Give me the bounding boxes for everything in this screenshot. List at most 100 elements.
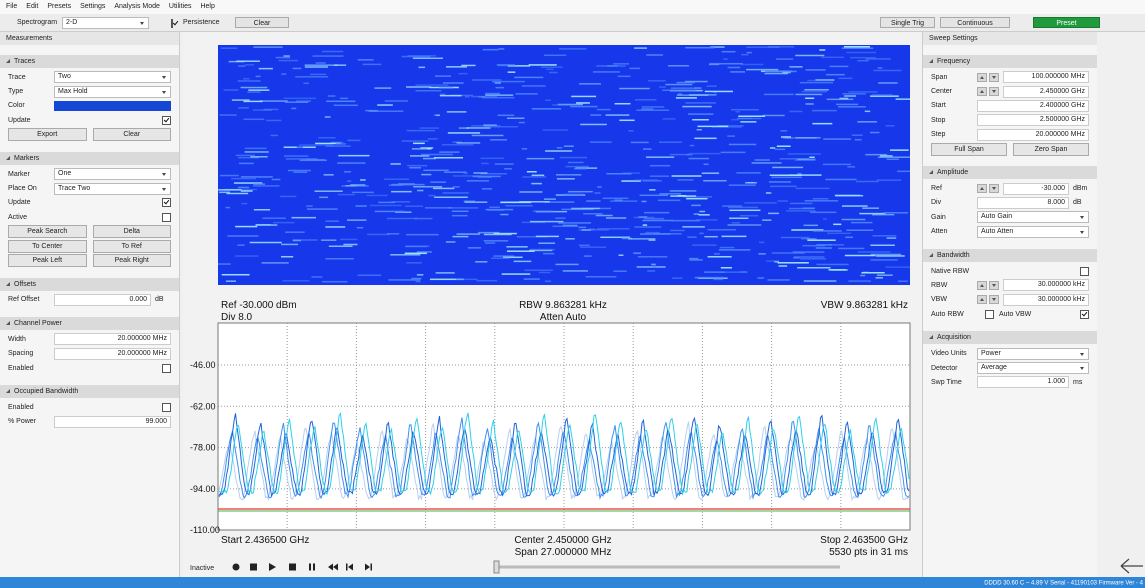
streak [347,180,351,182]
button[interactable]: To Center [8,240,87,253]
dropdown[interactable]: Power [977,348,1089,360]
menu-item[interactable]: Presets [47,0,71,14]
section-header[interactable]: Traces [0,55,179,68]
value-field[interactable]: 2.450000 GHz [1003,86,1089,98]
single-trig-button[interactable]: Single Trig [880,17,935,28]
spin-up[interactable] [977,295,987,304]
spin-buttons[interactable] [977,73,999,82]
section-header[interactable]: Acquisition [923,331,1097,344]
button[interactable]: Zero Span [1013,143,1089,156]
value-field[interactable]: 30.000000 kHz [1003,279,1089,291]
continuous-button[interactable]: Continuous [940,17,1010,28]
spin-down[interactable] [989,295,999,304]
dropdown[interactable]: Trace Two [54,183,171,195]
button[interactable]: Peak Right [93,254,172,267]
dropdown[interactable]: Auto Gain [977,211,1089,223]
streak [708,256,732,258]
streak [614,199,622,201]
streak [729,218,748,220]
value-field[interactable]: 100.000000 MHz [1003,71,1089,83]
slider-thumb[interactable] [494,561,499,573]
persistence-checkbox[interactable] [171,19,173,28]
streak [731,109,759,111]
button[interactable]: To Ref [93,240,172,253]
dropdown[interactable]: Average [977,362,1089,374]
spectrogram-select[interactable]: 2-D [62,17,149,29]
streak [663,118,676,120]
clear-button[interactable]: Clear [235,17,289,28]
streak [699,211,705,213]
streak [677,82,695,84]
section-header[interactable]: Channel Power [0,317,179,330]
spin-up[interactable] [977,87,987,96]
streak [226,280,236,282]
dropdown[interactable]: Auto Atten [977,226,1089,238]
checkbox[interactable] [162,213,171,222]
y-tick-label: -62.00 [190,401,216,411]
checkbox[interactable] [1080,267,1089,276]
streak [325,116,331,118]
value-field[interactable]: 20.000000 MHz [54,348,171,360]
button[interactable]: Export [8,128,87,141]
checkbox[interactable] [162,198,171,207]
value-field[interactable]: 99.000 [54,416,171,428]
spin-up[interactable] [977,184,987,193]
value-field[interactable]: 20.000000 MHz [54,333,171,345]
setting-row: Ref-30.000dBm [923,181,1097,195]
panel-title: Sweep Settings [923,32,1097,45]
spin-down[interactable] [989,281,999,290]
menu-item[interactable]: Edit [26,0,38,14]
section-header[interactable]: Markers [0,152,179,165]
streak [651,264,656,266]
checkbox[interactable] [162,403,171,412]
streak [870,132,880,134]
button[interactable]: Peak Left [8,254,87,267]
streak [635,99,656,101]
value-field[interactable]: 2.400000 GHz [977,100,1089,112]
dropdown[interactable]: One [54,168,171,180]
button[interactable]: Delta [93,225,172,238]
status-text: DDDD 30.60 C ~ 4.89 V Serial - 41190103 … [984,581,1143,587]
value-field[interactable]: 1.000 [977,376,1069,388]
checkbox[interactable] [162,364,171,373]
value-field[interactable]: 2.500000 GHz [977,114,1089,126]
dropdown[interactable]: Two [54,71,171,83]
button[interactable]: Peak Search [8,225,87,238]
button[interactable]: Clear [93,128,172,141]
color-swatch[interactable] [54,101,171,111]
spin-buttons[interactable] [977,184,999,193]
menu-item[interactable]: Utilities [169,0,192,14]
section-header[interactable]: Occupied Bandwidth [0,385,179,398]
back-arrow[interactable] [1121,559,1143,573]
spin-down[interactable] [989,184,999,193]
streak [238,65,245,67]
section-header[interactable]: Offsets [0,278,179,291]
section-header[interactable]: Bandwidth [923,249,1097,262]
value-field[interactable]: 20.000000 MHz [977,129,1089,141]
spin-buttons[interactable] [977,281,999,290]
checkbox[interactable] [985,310,994,319]
value-field[interactable]: 0.000 [54,294,151,306]
section-header[interactable]: Frequency [923,55,1097,68]
spin-up[interactable] [977,73,987,82]
spin-down[interactable] [989,73,999,82]
spin-buttons[interactable] [977,295,999,304]
value-field[interactable]: 30.000000 kHz [1003,294,1089,306]
menu-item[interactable]: Settings [80,0,105,14]
value-field[interactable]: 8.000 [977,197,1069,209]
section-header[interactable]: Amplitude [923,166,1097,179]
preset-button[interactable]: Preset [1033,17,1100,28]
streak [722,51,736,53]
checkbox[interactable] [1080,310,1089,319]
spin-buttons[interactable] [977,87,999,96]
checkbox[interactable] [162,116,171,125]
dropdown[interactable]: Max Hold [54,86,171,98]
button[interactable]: Full Span [931,143,1007,156]
menu-item[interactable]: File [6,0,17,14]
value-field[interactable]: -30.000 [1003,183,1069,195]
menu-item[interactable]: Analysis Mode [114,0,160,14]
spin-up[interactable] [977,281,987,290]
setting-label: Stop [931,117,977,124]
spin-down[interactable] [989,87,999,96]
menu-item[interactable]: Help [200,0,214,14]
